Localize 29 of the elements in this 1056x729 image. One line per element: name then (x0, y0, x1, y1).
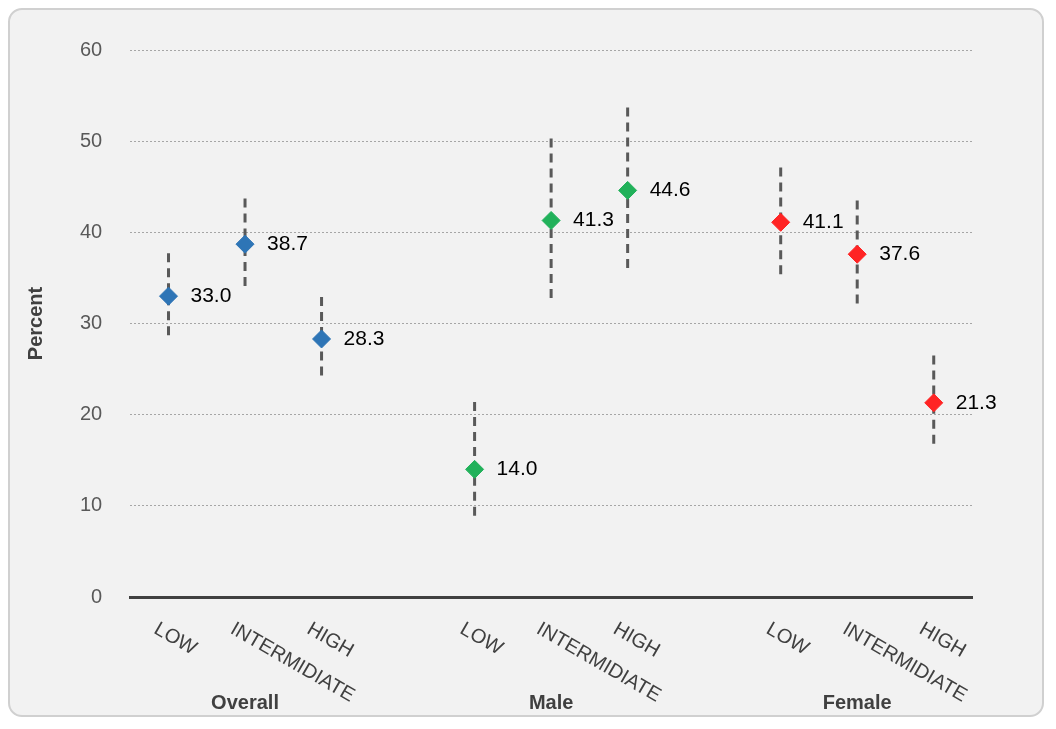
x-tick-label: LOW (762, 616, 814, 659)
data-label: 37.6 (879, 241, 921, 265)
y-axis-title: Percent (23, 286, 46, 361)
data-label: 14.0 (496, 456, 538, 480)
data-label: 28.3 (343, 325, 385, 349)
point (159, 286, 179, 306)
data-label: 41.1 (802, 209, 844, 233)
point (312, 329, 332, 349)
point (771, 212, 791, 232)
data-label: 41.3 (573, 207, 614, 231)
y-tick-label: 60 (80, 37, 103, 60)
y-tick-label: 50 (80, 128, 103, 151)
data-label: 21.3 (955, 389, 997, 413)
point (541, 210, 561, 230)
x-tick-label: LOW (456, 616, 508, 659)
point (465, 459, 485, 479)
y-tick-label: 0 (91, 584, 103, 607)
y-tick-label: 20 (80, 402, 103, 425)
point (235, 234, 255, 254)
x-tick-label: LOW (150, 616, 202, 659)
point (924, 393, 944, 413)
y-tick-label: 10 (80, 493, 103, 516)
data-label: 38.7 (267, 230, 308, 254)
y-tick-label: 30 (80, 311, 103, 334)
data-label: 33.0 (190, 282, 232, 306)
point (618, 180, 638, 200)
data-label: 44.6 (649, 177, 691, 201)
point (847, 244, 867, 264)
y-tick-label: 40 (80, 219, 103, 242)
